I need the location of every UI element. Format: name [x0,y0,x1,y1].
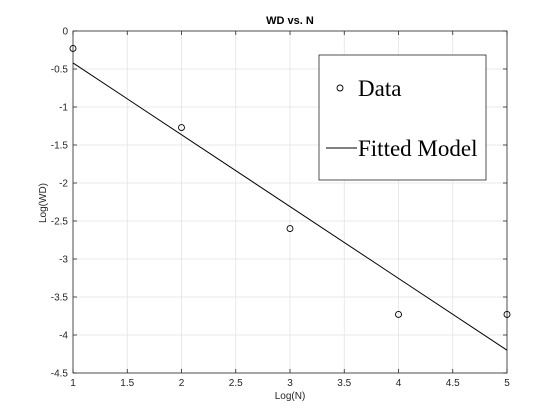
data-point [286,225,294,233]
y-tick-label: -0.5 [51,65,69,76]
y-tick-label: -2.5 [51,217,69,228]
legend-data-marker [336,84,344,92]
data-point [178,124,185,131]
y-tick-label: -4 [59,331,68,342]
data-point [503,311,511,318]
x-tick-label: 3.5 [337,378,351,389]
y-tick-label: -2 [59,179,68,190]
x-tick-label: 1 [70,378,76,389]
legend-label-fitted-model: Fitted Model [358,136,477,161]
y-tick-label: -3.5 [51,293,69,304]
x-tick-label: 4.5 [446,378,460,389]
series-layer [69,45,511,351]
legend: Data Fitted Model [318,54,487,181]
x-tick-label: 2 [179,378,185,389]
x-tick-label: 3 [287,378,293,389]
x-axis-label: Log(N) [275,391,306,402]
legend-label-data: Data [358,76,401,101]
y-tick-label: -3 [59,255,68,266]
y-tick-label: 0 [62,27,68,38]
data-point [69,45,77,52]
y-tick-label: -1 [59,103,68,114]
y-axis-label: Log(WD) [38,183,49,223]
x-tick-label: 4 [396,378,402,389]
fitted-model-line [72,62,508,351]
ticks: 1 1.5 2 2.5 3 3.5 4 4.5 5 0 -0.5 -1 -1.5 -2 -2.5 -3 -3.5… [51,27,510,390]
y-tick-label: -4.5 [51,369,69,380]
y-tick-label: -1.5 [51,141,69,152]
x-tick-label: 1.5 [120,378,134,389]
legend-box [318,54,487,181]
x-tick-label: 2.5 [229,378,243,389]
x-tick-label: 5 [504,378,510,389]
chart-title: WD vs. N [266,15,314,27]
data-point [395,311,402,318]
